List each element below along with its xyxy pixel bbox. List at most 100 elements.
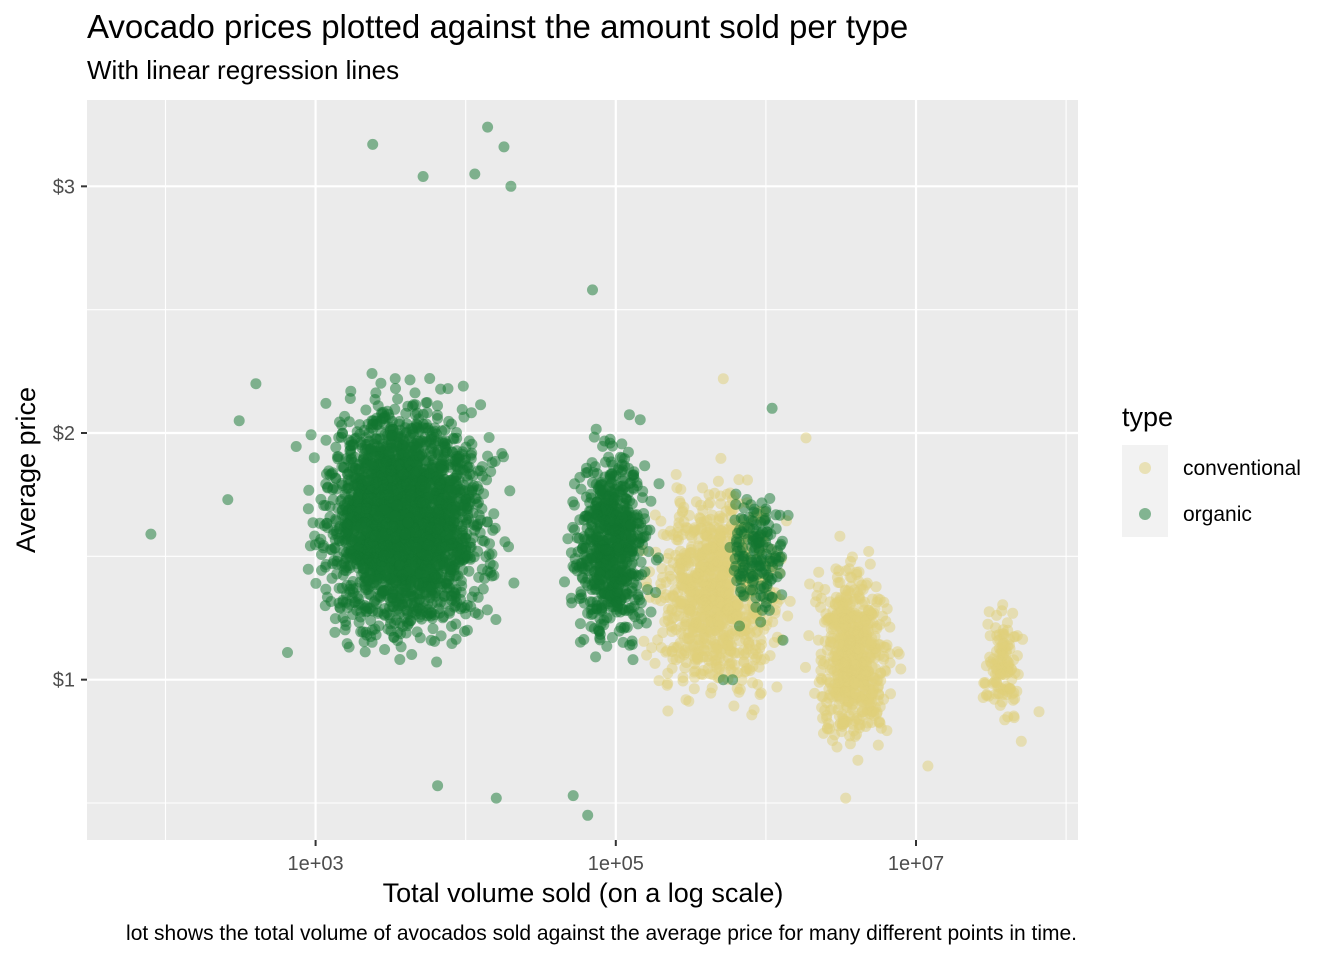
point-organic <box>421 581 433 593</box>
point-conventional <box>892 646 904 658</box>
point-conventional <box>872 695 884 707</box>
point-organic <box>590 651 602 663</box>
point-organic <box>449 588 461 600</box>
point-organic <box>325 543 337 555</box>
point-conventional <box>838 671 850 683</box>
point-organic <box>336 427 348 439</box>
point-organic <box>625 560 637 572</box>
point-organic <box>345 533 357 545</box>
point-conventional <box>804 578 816 590</box>
point-organic <box>627 654 639 666</box>
point-conventional <box>922 760 934 772</box>
point-conventional <box>752 679 764 690</box>
point-conventional <box>978 677 990 689</box>
point-conventional <box>831 741 843 753</box>
point-organic <box>569 478 580 490</box>
point-organic <box>628 466 640 478</box>
point-conventional <box>695 611 706 623</box>
point-conventional <box>830 687 842 698</box>
point-organic <box>391 635 403 646</box>
point-organic <box>424 467 435 479</box>
point-conventional <box>699 594 711 606</box>
point-organic <box>650 554 662 566</box>
point-organic <box>348 597 360 609</box>
point-conventional <box>712 475 724 487</box>
point-conventional <box>829 598 841 610</box>
point-organic <box>481 474 493 486</box>
point-organic <box>357 562 369 574</box>
point-conventional <box>688 683 700 695</box>
point-organic <box>485 566 496 578</box>
point-organic <box>352 481 364 493</box>
point-conventional <box>983 690 995 702</box>
point-conventional <box>865 636 877 648</box>
point-organic <box>633 545 645 557</box>
point-conventional <box>695 499 707 511</box>
point-conventional <box>671 534 683 546</box>
point-organic <box>410 467 422 479</box>
point-conventional <box>680 616 692 628</box>
point-organic <box>457 380 469 392</box>
point-organic <box>360 503 372 514</box>
point-conventional <box>716 525 728 537</box>
point-conventional <box>704 523 716 535</box>
point-organic <box>427 623 439 635</box>
point-organic <box>391 499 403 511</box>
point-conventional <box>825 664 837 676</box>
point-organic <box>387 521 398 532</box>
point-conventional <box>705 564 717 576</box>
point-organic <box>594 632 606 644</box>
point-organic <box>382 489 394 501</box>
point-conventional <box>700 546 712 557</box>
point-organic <box>601 640 613 652</box>
point-organic <box>458 411 470 423</box>
point-organic <box>369 623 381 635</box>
point-conventional <box>641 649 653 661</box>
point-organic <box>341 519 353 531</box>
point-organic <box>653 478 665 490</box>
point-conventional <box>683 695 695 707</box>
point-conventional <box>856 694 868 706</box>
point-conventional <box>874 716 885 728</box>
point-organic <box>368 451 380 463</box>
point-organic <box>347 438 359 450</box>
point-conventional <box>662 705 674 717</box>
point-conventional <box>661 645 673 657</box>
point-organic <box>593 516 605 528</box>
point-organic <box>559 576 570 588</box>
point-conventional <box>830 563 842 575</box>
point-conventional <box>844 730 856 742</box>
point-conventional <box>704 513 716 525</box>
point-conventional <box>839 686 851 698</box>
point-organic <box>475 399 487 411</box>
point-organic <box>343 543 355 555</box>
point-conventional <box>695 523 707 534</box>
point-organic <box>401 478 413 490</box>
point-organic <box>361 605 373 617</box>
point-conventional <box>720 587 732 599</box>
point-organic <box>450 633 462 645</box>
point-organic <box>424 506 436 518</box>
point-organic <box>323 465 335 477</box>
point-organic <box>368 438 380 450</box>
point-organic <box>390 383 401 394</box>
point-organic <box>498 451 509 463</box>
point-organic <box>305 429 317 441</box>
point-organic <box>330 441 342 453</box>
point-conventional <box>867 685 879 696</box>
point-organic <box>615 622 627 633</box>
point-conventional <box>677 672 689 683</box>
point-conventional <box>734 635 746 647</box>
point-organic <box>434 478 446 490</box>
point-organic <box>377 412 388 424</box>
point-organic <box>604 480 616 492</box>
point-conventional <box>666 613 678 624</box>
point-organic <box>565 592 577 604</box>
point-conventional <box>638 635 650 647</box>
point-conventional <box>662 677 674 689</box>
point-organic <box>634 414 646 426</box>
point-organic <box>606 632 618 643</box>
point-organic <box>398 448 410 460</box>
point-conventional <box>853 566 865 578</box>
point-conventional <box>866 717 878 728</box>
